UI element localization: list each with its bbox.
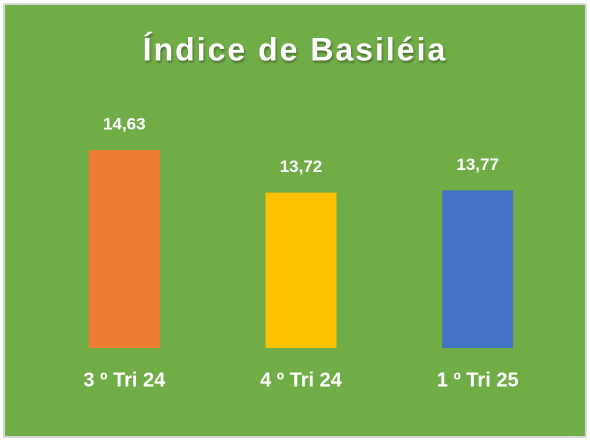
x-tick-label: 4 º Tri 24 — [260, 369, 343, 391]
bar — [265, 192, 337, 348]
chart-title: Índice de Basiléia — [143, 31, 448, 67]
data-label: 13,77 — [456, 155, 499, 174]
x-tick-label: 1 º Tri 25 — [437, 369, 519, 391]
data-label: 13,72 — [280, 157, 323, 176]
data-label: 14,63 — [103, 115, 146, 134]
x-tick-label: 3 º Tri 24 — [83, 369, 166, 391]
bar — [88, 150, 160, 348]
bar — [442, 190, 514, 348]
